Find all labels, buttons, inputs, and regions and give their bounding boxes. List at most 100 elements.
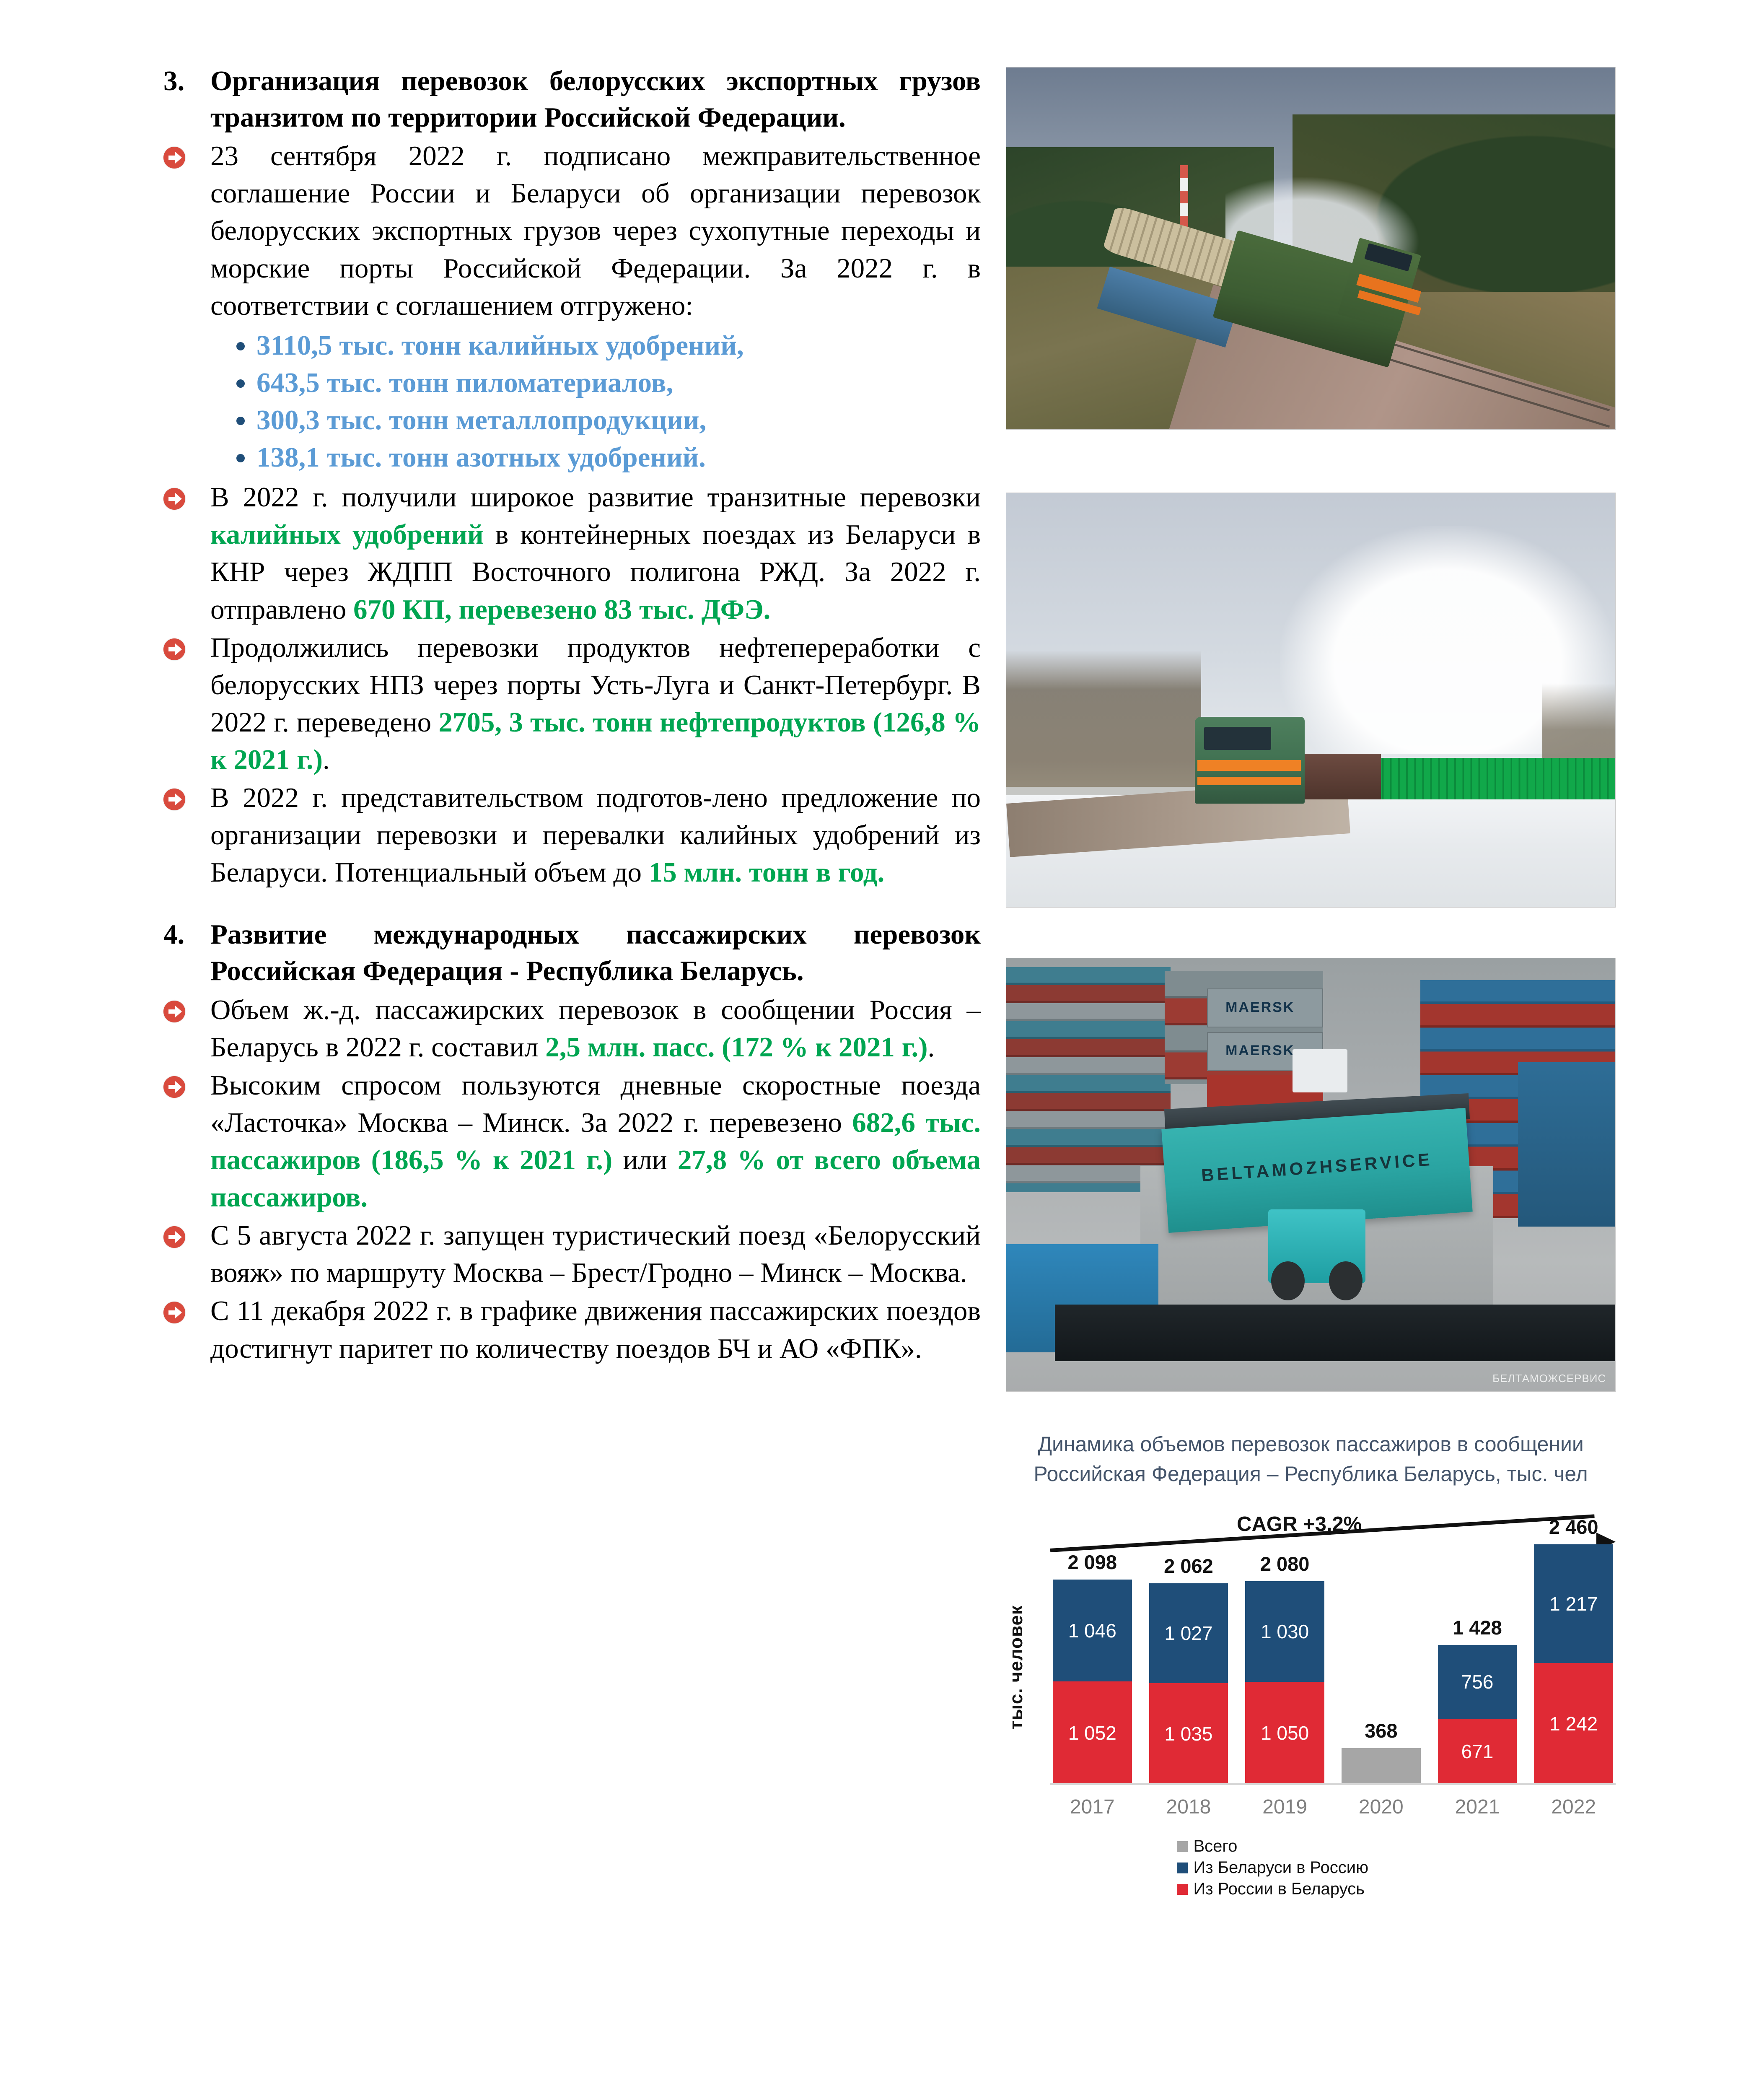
section-4-heading: 4. Развитие международных пассажирских п… bbox=[163, 916, 981, 989]
bar-column-2022: 2 460 1 217 1 242 bbox=[1534, 1516, 1613, 1784]
paragraph-text: С 5 августа 2022 г. запущен туристически… bbox=[210, 1220, 981, 1289]
segment-value-label: 1 030 bbox=[1261, 1621, 1309, 1643]
bar-segment-Из России в Беларусь: 1 035 bbox=[1149, 1683, 1228, 1784]
bar-total-label: 368 bbox=[1365, 1720, 1398, 1742]
bar-total-label: 2 098 bbox=[1067, 1551, 1117, 1574]
paragraph: Объем ж.-д. пассажирских перевозок в соо… bbox=[163, 991, 981, 1066]
section-3-number: 3. bbox=[163, 65, 185, 96]
chart-title: Динамика объемов перевозок пассажиров в … bbox=[1034, 1432, 1588, 1486]
maersk-label: MAERSK bbox=[1225, 999, 1295, 1016]
bar-segment-Из Беларуси в Россию: 756 bbox=[1438, 1645, 1517, 1719]
cagr-annotation: CAGR +3,2% bbox=[1050, 1513, 1616, 1554]
legend-swatch-icon bbox=[1176, 1862, 1188, 1873]
segment-value-label: 1 242 bbox=[1549, 1712, 1598, 1735]
chart-plot-area: тыс. человек CAGR +3,2% 2 098 1 046 1 052 2… bbox=[1006, 1504, 1616, 1831]
legend-label: Из Беларуси в Россию bbox=[1193, 1858, 1369, 1877]
photo-container-terminal: MAERSK MAERSK BELTAMOZHSERVICE БЕЛТАМОЖС… bbox=[1006, 958, 1616, 1392]
paragraph: Продолжились перевозки продуктов нефтепе… bbox=[163, 629, 981, 778]
bar-segment-Из Беларуси в Россию: 1 217 bbox=[1534, 1544, 1613, 1663]
paragraph-text: С 11 декабря 2022 г. в графике движения … bbox=[210, 1295, 981, 1364]
x-axis-tick-labels: 2017 2018 2019 2020 2021 2022 bbox=[1053, 1795, 1613, 1818]
bar-segment-Из России в Беларусь: 1 050 bbox=[1245, 1681, 1324, 1784]
chart-legend: Всего Из Беларуси в Россию Из России в Бел… bbox=[1006, 1837, 1616, 1899]
x-tick-2018: 2018 bbox=[1166, 1796, 1211, 1818]
paragraph-text: Продолжились перевозки продуктов нефтепе… bbox=[210, 632, 981, 775]
cagr-label: CAGR +3,2% bbox=[1237, 1513, 1362, 1536]
section-4-number: 4. bbox=[163, 919, 185, 950]
bar-total-label: 2 460 bbox=[1549, 1516, 1598, 1538]
arrow-bullet-icon bbox=[163, 1292, 210, 1367]
segment-value-label: 756 bbox=[1461, 1671, 1494, 1693]
maersk-label: MAERSK bbox=[1225, 1043, 1295, 1059]
bar-column-2021: 1 428 756 671 bbox=[1438, 1544, 1517, 1784]
arrow-bullet-icon bbox=[163, 479, 210, 628]
legend-label: Из России в Беларусь bbox=[1193, 1880, 1365, 1898]
legend-swatch-icon bbox=[1176, 1883, 1188, 1895]
bar-column-2017: 2 098 1 046 1 052 bbox=[1053, 1544, 1132, 1784]
bar-column-2018: 2 062 1 027 1 035 bbox=[1149, 1544, 1228, 1784]
segment-value-label: 1 217 bbox=[1549, 1593, 1598, 1615]
bar-total-label: 1 428 bbox=[1453, 1616, 1502, 1639]
bar-group: 2 098 1 046 1 052 2 062 1 027 1 035 2 080 1 030… bbox=[1053, 1516, 1613, 1784]
segment-value-label: 1 027 bbox=[1164, 1622, 1213, 1644]
media-column: MAERSK MAERSK BELTAMOZHSERVICE БЕЛТАМОЖС… bbox=[1006, 63, 1639, 1899]
paragraph-text: В 2022 г. представительством подготов-ле… bbox=[210, 782, 981, 888]
x-axis-line bbox=[1050, 1783, 1616, 1785]
segment-value-label: 1 046 bbox=[1068, 1619, 1116, 1642]
arrow-bullet-icon bbox=[163, 1217, 210, 1292]
section-4-title: Развитие международных пассажирских пере… bbox=[210, 919, 981, 987]
two-column-layout: 3. Организация перевозок белорусских экс… bbox=[163, 63, 1638, 1899]
x-tick-2017: 2017 bbox=[1070, 1796, 1115, 1818]
list-item: 300,3 тыс. тонн металлопродукции, bbox=[234, 402, 981, 439]
paragraph-text: В 2022 г. получили широкое развитие тран… bbox=[210, 482, 981, 625]
bar-total-label: 2 080 bbox=[1260, 1553, 1310, 1575]
bar-segment-Из Беларуси в Россию: 1 046 bbox=[1053, 1580, 1132, 1682]
legend-label: Всего bbox=[1193, 1837, 1238, 1855]
segment-value-label: 1 052 bbox=[1068, 1722, 1116, 1744]
paragraph: В 2022 г. получили широкое развитие тран… bbox=[163, 479, 981, 628]
legend-item[interactable]: Из России в Беларусь bbox=[1176, 1880, 1445, 1899]
x-tick-2020: 2020 bbox=[1358, 1796, 1404, 1818]
list-item: 643,5 тыс. тонн пиломатериалов, bbox=[234, 364, 981, 402]
paragraph-text: Объем ж.-д. пассажирских перевозок в соо… bbox=[210, 994, 981, 1063]
text-column: 3. Организация перевозок белорусских экс… bbox=[163, 63, 981, 1368]
list-item: 138,1 тыс. тонн азотных удобрений. bbox=[234, 439, 981, 476]
legend-item[interactable]: Из Беларуси в Россию bbox=[1176, 1858, 1445, 1877]
segment-value-label: 368 bbox=[1365, 1755, 1397, 1777]
watermark-label: БЕЛТАМОЖСЕРВИС bbox=[1492, 1372, 1606, 1385]
segment-value-label: 1 050 bbox=[1261, 1722, 1309, 1744]
bar-column-2020: 368 368 bbox=[1342, 1544, 1421, 1784]
paragraph-text: Высоким спросом пользуются дневные скоро… bbox=[210, 1069, 981, 1213]
section-3-title: Организация перевозок белорусских экспор… bbox=[210, 65, 981, 133]
bar-segment-Из России в Беларусь: 1 242 bbox=[1534, 1663, 1613, 1784]
segment-value-label: 671 bbox=[1461, 1740, 1494, 1762]
arrow-bullet-icon bbox=[163, 629, 210, 778]
x-tick-2019: 2019 bbox=[1262, 1796, 1308, 1818]
legend-item[interactable]: Всего bbox=[1176, 1837, 1445, 1856]
arrow-bullet-icon bbox=[163, 1067, 210, 1216]
legend-swatch-icon bbox=[1176, 1841, 1188, 1852]
passenger-volume-chart: Динамика объемов перевозок пассажиров в … bbox=[1006, 1429, 1616, 1899]
x-tick-2022: 2022 bbox=[1551, 1796, 1596, 1818]
photo-potash-hopper-train bbox=[1006, 493, 1616, 908]
arrow-bullet-icon bbox=[163, 137, 210, 324]
photo-freight-oil-train bbox=[1006, 67, 1616, 430]
arrow-bullet-icon bbox=[163, 779, 210, 891]
bar-total-label: 2 062 bbox=[1164, 1554, 1213, 1577]
list-item: 3110,5 тыс. тонн калийных удобрений, bbox=[234, 327, 981, 364]
paragraph: 23 сентября 2022 г. подписано межправите… bbox=[163, 137, 981, 324]
bar-segment-Из России в Беларусь: 1 052 bbox=[1053, 1681, 1132, 1784]
y-axis-label: тыс. человек bbox=[1006, 1605, 1026, 1730]
bar-column-2019: 2 080 1 030 1 050 bbox=[1245, 1544, 1324, 1784]
paragraph: В 2022 г. представительством подготов-ле… bbox=[163, 779, 981, 891]
section-3-heading: 3. Организация перевозок белорусских экс… bbox=[163, 63, 981, 136]
x-tick-2021: 2021 bbox=[1455, 1796, 1500, 1818]
paragraph: Высоким спросом пользуются дневные скоро… bbox=[163, 1067, 981, 1216]
shipment-bullet-list: 3110,5 тыс. тонн калийных удобрений, 643… bbox=[163, 327, 981, 476]
bar-segment-Всего: 368 bbox=[1342, 1748, 1421, 1784]
bar-segment-Из России в Беларусь: 671 bbox=[1438, 1718, 1517, 1784]
arrow-bullet-icon bbox=[163, 991, 210, 1066]
paragraph: С 5 августа 2022 г. запущен туристически… bbox=[163, 1217, 981, 1292]
paragraph-text: 23 сентября 2022 г. подписано межправите… bbox=[210, 140, 981, 321]
